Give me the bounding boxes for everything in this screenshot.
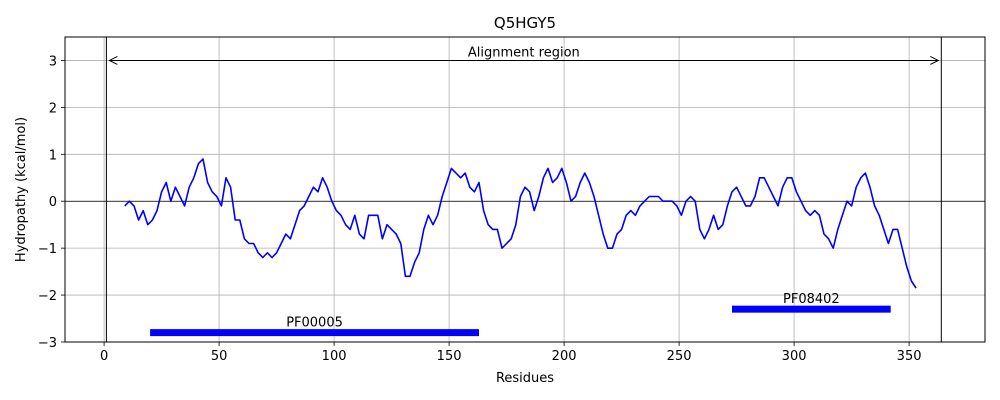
grid (65, 37, 985, 343)
x-tick-label: 150 (437, 349, 462, 364)
alignment-arrow-right-head (930, 56, 940, 65)
x-tick-label: 50 (211, 349, 228, 364)
x-tick-label: 0 (100, 349, 108, 364)
y-tick-label: −3 (38, 336, 57, 351)
y-axis-label: Hydropathy (kcal/mol) (14, 117, 29, 262)
domain-label: PF00005 (286, 316, 343, 331)
x-tick-label: 250 (667, 349, 692, 364)
domain-bar (732, 305, 891, 313)
x-tick-label: 100 (322, 349, 347, 364)
y-tick-label: −2 (38, 289, 57, 304)
domain-label: PF08402 (783, 292, 840, 307)
x-tick-label: 200 (552, 349, 577, 364)
y-tick-label: 1 (49, 148, 57, 163)
plot-frame (64, 36, 986, 343)
annotations (105, 37, 942, 342)
x-tick-label: 300 (782, 349, 807, 364)
x-tick-label: 350 (897, 349, 922, 364)
chart-title: Q5HGY5 (494, 14, 556, 32)
hydropathy-series-line (124, 158, 917, 289)
ticks: 0 50 100 150 200 250 300 350 −3 −2 −1 0 1 2 3 (38, 54, 922, 364)
alignment-arrow-left-head (108, 56, 118, 65)
domain-bar (150, 329, 479, 337)
y-tick-label: −1 (38, 242, 57, 257)
y-tick-label: 0 (49, 195, 57, 210)
x-axis-label: Residues (496, 371, 554, 386)
alignment-region-label: Alignment region (468, 45, 580, 60)
y-tick-label: 2 (49, 101, 57, 116)
y-tick-label: 3 (49, 54, 57, 69)
